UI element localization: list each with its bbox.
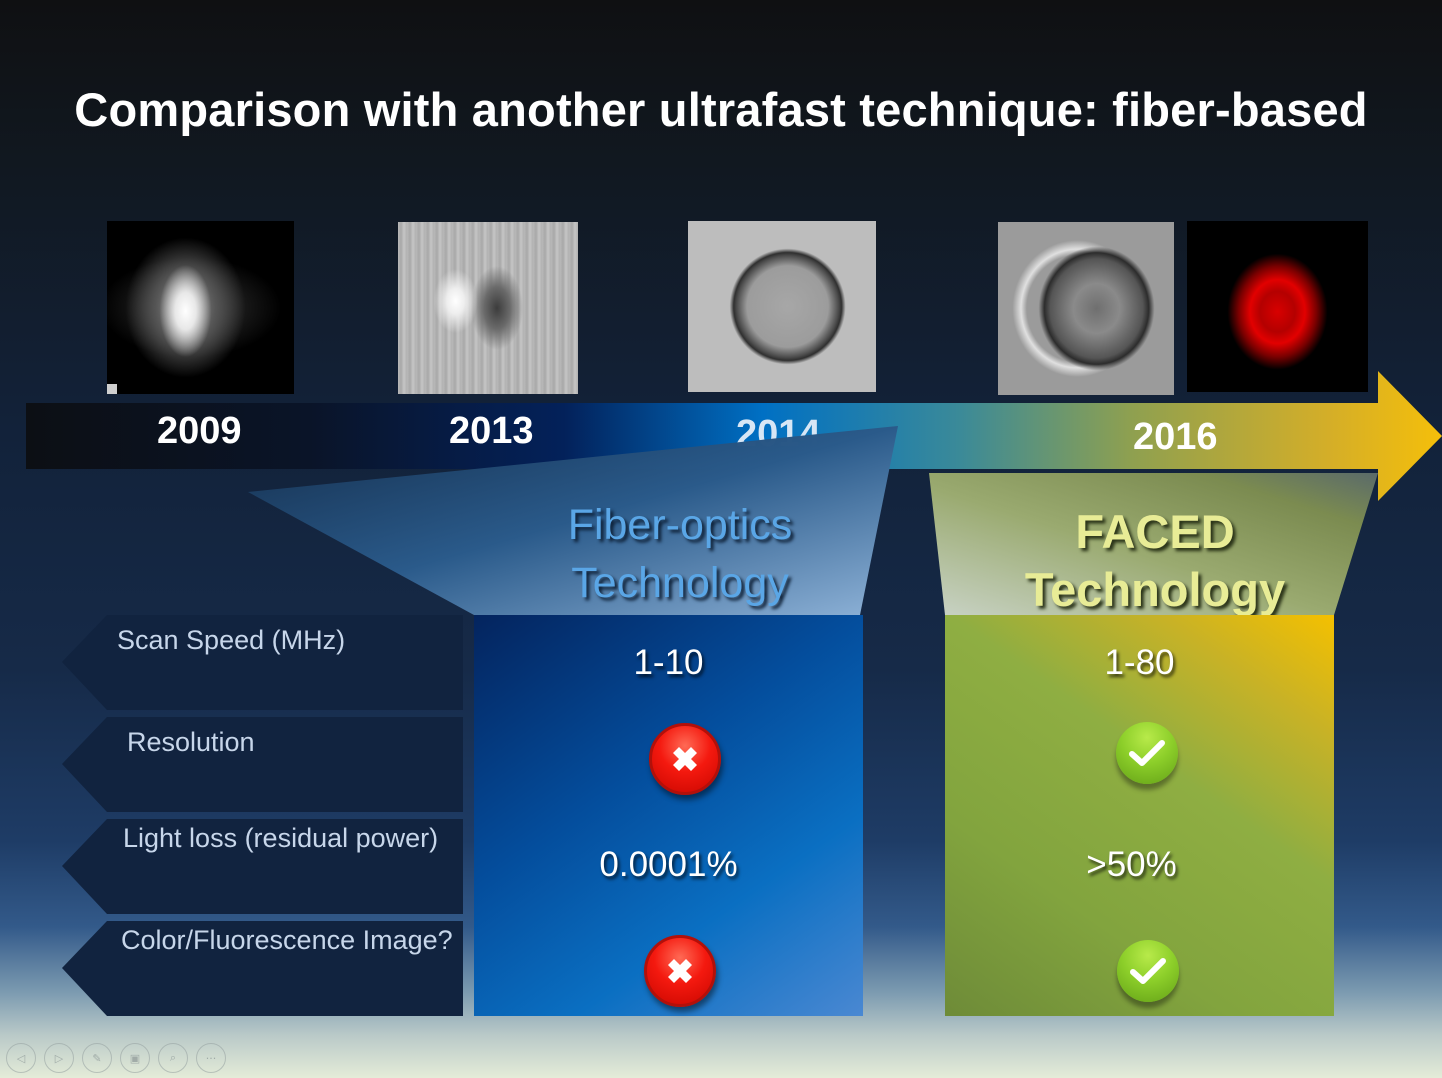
see-all-slides-button[interactable]: ▣ xyxy=(120,1043,150,1073)
ellipsis-icon: ··· xyxy=(205,1051,217,1065)
chevron-left-icon: ◁ xyxy=(16,1051,26,1065)
slide-title: Comparison with another ultrafast techni… xyxy=(74,83,1368,136)
cell-image-2013 xyxy=(398,222,578,394)
fiber-light-loss-value: 0.0001% xyxy=(599,845,738,884)
faced-light-loss-value: >50% xyxy=(1086,845,1177,884)
magnifier-icon: ⌕ xyxy=(169,1051,177,1064)
cell-image-2016-brightfield xyxy=(998,222,1174,395)
cell-image-2016-fluorescence xyxy=(1187,221,1368,392)
year-label-2016: 2016 xyxy=(1133,416,1218,458)
cell-image-2009 xyxy=(107,221,294,394)
chevron-right-icon: ▷ xyxy=(54,1051,64,1065)
pen-button[interactable]: ✎ xyxy=(82,1043,112,1073)
cell-image-2014 xyxy=(688,221,876,392)
fiber-scan-speed-value: 1-10 xyxy=(633,643,704,682)
row-label-scan-speed: Scan Speed (MHz) xyxy=(62,615,463,710)
check-icon xyxy=(1117,940,1179,1002)
fiber-optics-column: 1-10 0.0001% xyxy=(474,615,863,1016)
previous-slide-button[interactable]: ◁ xyxy=(6,1043,36,1073)
slides-icon: ▣ xyxy=(129,1051,141,1065)
more-options-button[interactable]: ··· xyxy=(196,1043,226,1073)
row-label-resolution: Resolution xyxy=(62,717,463,812)
cross-icon xyxy=(644,935,716,1007)
fiber-optics-heading: Fiber-optics Technology xyxy=(567,501,793,607)
year-label-2013: 2013 xyxy=(449,410,534,452)
faced-heading: FACED Technology xyxy=(1024,505,1286,616)
pen-icon: ✎ xyxy=(92,1051,102,1065)
cross-icon xyxy=(649,723,721,795)
next-slide-button[interactable]: ▷ xyxy=(44,1043,74,1073)
faced-scan-speed-value: 1-80 xyxy=(1104,643,1175,682)
year-label-2009: 2009 xyxy=(157,410,242,452)
presentation-toolbar: ◁ ▷ ✎ ▣ ⌕ ··· xyxy=(6,1043,226,1073)
timeline-arrow xyxy=(26,371,1442,501)
zoom-button[interactable]: ⌕ xyxy=(158,1043,188,1073)
faced-column: 1-80 >50% xyxy=(945,615,1334,1016)
check-icon xyxy=(1116,722,1178,784)
row-label-color-fluorescence: Color/Fluorescence Image? xyxy=(62,921,463,1016)
row-label-light-loss: Light loss (residual power) xyxy=(62,819,463,914)
